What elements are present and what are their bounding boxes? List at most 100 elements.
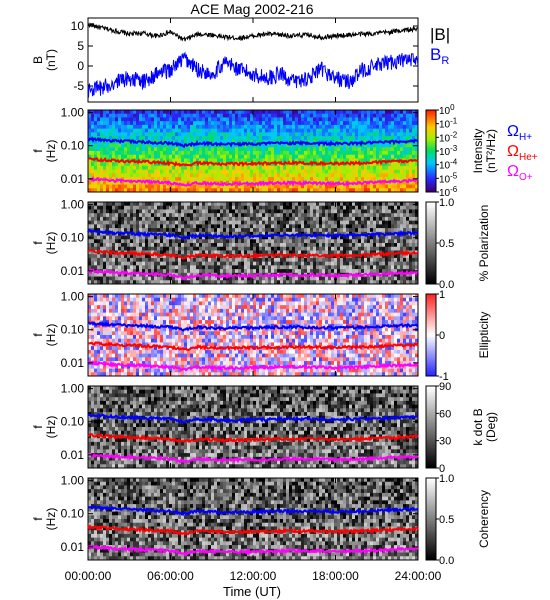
spectrogram-cell [136,202,140,207]
spectrogram-cell [364,158,368,163]
spectrogram-cell [271,209,275,214]
spectrogram-cell [196,250,200,255]
spectrogram-cell [115,169,119,174]
spectrogram-cell [130,147,134,152]
spectrogram-cell [211,147,215,152]
spectrogram-cell [181,228,185,233]
spectrogram-cell [175,136,179,141]
spectrogram-cell [400,228,404,233]
spectrogram-cell [397,128,401,133]
spectrogram-cell [391,235,395,240]
spectrogram-cell [256,243,260,248]
spectrogram-cell [409,180,413,186]
spectrogram-cell [139,154,143,159]
spectrogram-cell [289,261,293,266]
spectrogram-cell [289,280,293,285]
spectrogram-cell [250,213,254,218]
spectrogram-cell [382,280,386,285]
spectrogram-cell [376,110,380,115]
spectrogram-cell [157,132,161,137]
spectrogram-cell [301,243,305,248]
spectrogram-cell [340,265,344,270]
spectrogram-cell [175,188,179,193]
spectrogram-cell [217,117,221,122]
spectrogram-cell [313,276,317,281]
spectrogram-cell [256,228,260,233]
spectrogram-cell [274,117,278,122]
spectrogram-cell [400,177,404,182]
spectrogram-cell [253,147,257,152]
spectrogram-cell [394,276,398,281]
spectrogram-cell [364,261,368,266]
spectrogram-cell [190,261,194,266]
spectrogram-cell [295,265,299,270]
spectrogram-cell [334,224,338,229]
spectrogram-cell [346,177,350,182]
spectrogram-cell [208,276,212,281]
spectrogram-cell [181,205,185,210]
spectrogram-cell [88,202,92,207]
colorbar-cell [426,257,436,260]
spectrogram-cell [142,113,146,118]
spectrogram-cell [190,158,194,163]
spectrogram-cell [313,158,317,163]
spectrogram-cell [310,205,314,210]
spectrogram-cell [229,213,233,218]
spectrogram-cell [277,257,281,263]
spectrogram-cell [367,184,371,189]
spectrogram-cell [97,220,101,225]
spectrogram-cell [160,205,164,210]
spectrogram-cell [121,254,125,259]
spectrogram-cell [331,250,335,255]
gyrofrequency-line [87,267,419,280]
spectrogram-cell [130,213,134,218]
spectrogram-cell [388,205,392,210]
spectrogram-cell [100,165,104,171]
spectrogram-cell [370,165,374,171]
spectrogram-cell [262,272,266,278]
spectrogram-cell [331,220,335,225]
spectrogram-cell [148,184,152,189]
spectrogram-cell [232,202,236,207]
spectrogram-cell [103,228,107,233]
spectrogram-cell [256,169,260,174]
spectrogram-cell [166,220,170,225]
y-tick-label: 5 [77,39,84,53]
spectrogram-cell [187,224,191,229]
spectrogram-cell [100,124,104,130]
spectrogram-cell [331,205,335,210]
spectrogram-cell [103,254,107,259]
spectrogram-cell [280,246,284,251]
spectrogram-cell [148,205,152,210]
spectrogram-cell [271,147,275,152]
spectrogram-cell [403,224,407,229]
spectrogram-cell [121,110,125,115]
spectrogram-cell [175,228,179,233]
spectrogram-cell [97,261,101,266]
spectrogram-cell [199,110,203,115]
spectrogram-cell [133,110,137,115]
spectrogram-cell [190,177,194,182]
spectrogram-cell [364,128,368,133]
spectrogram-cell [412,117,416,122]
spectrogram-cell [271,188,275,193]
spectrogram-cell [349,165,353,171]
spectrogram-cell [238,154,242,159]
spectrogram-cell [328,113,332,118]
spectrogram-cell [319,280,323,285]
spectrogram-cell [361,265,365,270]
spectrogram-cell [94,257,98,263]
spectrogram-cell [322,209,326,214]
spectrogram-cell [121,117,125,122]
spectrogram-cell [319,139,323,145]
spectrogram-cell [268,202,272,207]
spectrogram-cell [91,213,95,218]
spectrogram-cell [97,254,101,259]
spectrogram-cell [214,235,218,240]
spectrogram-cell [262,235,266,240]
spectrogram-cell [91,154,95,159]
spectrogram-cell [172,147,176,152]
spectrogram-cell [229,147,233,152]
spectrogram-cell [319,202,323,207]
spectrogram-cell [121,216,125,222]
